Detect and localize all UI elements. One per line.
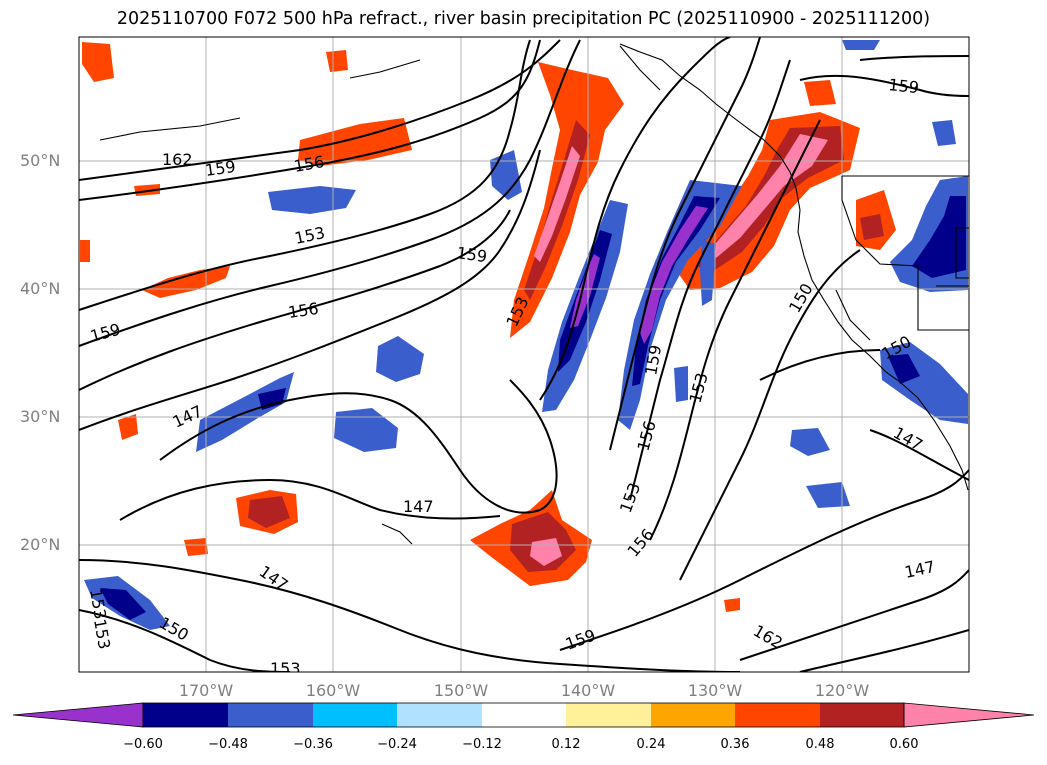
plot-frame xyxy=(78,36,970,673)
colorbar-tick-label: 0.12 xyxy=(551,737,581,752)
graticule xyxy=(79,37,969,672)
colorbar-tick-label: −0.48 xyxy=(208,737,248,752)
lat-label: 40°N xyxy=(20,279,61,298)
contour-label: 147 xyxy=(903,557,937,582)
colorbar-segment xyxy=(228,703,313,727)
colorbar-segment xyxy=(313,703,397,727)
colorbar-tick-label: −0.24 xyxy=(377,737,417,752)
lon-label: 130°W xyxy=(687,681,743,700)
lat-label: 20°N xyxy=(20,535,61,554)
contour-label: 153 xyxy=(270,659,301,678)
colorbar-segment xyxy=(566,703,651,727)
colorbar-tick-label: 0.36 xyxy=(720,737,750,752)
contour-label: 159 xyxy=(204,157,237,180)
precip-shading xyxy=(80,40,968,630)
contour-label: 153 xyxy=(616,480,644,515)
contour-label: 159 xyxy=(563,625,598,653)
coastlines xyxy=(99,43,969,545)
colorbar-segment xyxy=(651,703,735,727)
contour-label: 150 xyxy=(785,280,817,316)
contour-label: 147 xyxy=(403,497,434,516)
lat-label: 50°N xyxy=(20,151,61,170)
lon-label: 170°W xyxy=(178,681,234,700)
contour-label: 159 xyxy=(88,320,122,346)
contour-label: 159 xyxy=(455,243,488,266)
colorbar-tick-label: −0.60 xyxy=(123,737,163,752)
contour-label: 162 xyxy=(162,150,193,169)
colorbar-tick-label: −0.36 xyxy=(293,737,333,752)
contour-label: 162 xyxy=(750,621,786,653)
map-title: 2025110700 F072 500 hPa refract., river … xyxy=(116,9,931,29)
contour-label: 153 xyxy=(686,371,712,405)
lon-label: 150°W xyxy=(433,681,489,700)
contour-label: 153 xyxy=(86,587,110,620)
colorbar-tick-label: −0.12 xyxy=(462,737,502,752)
colorbar-segment xyxy=(735,703,820,727)
contour-label: 156 xyxy=(287,299,320,322)
refractivity-contours xyxy=(79,37,969,672)
contour-label: 147 xyxy=(890,423,926,455)
lon-label: 120°W xyxy=(814,681,870,700)
colorbar-tick-label: 0.60 xyxy=(889,737,919,752)
contour-label: 159 xyxy=(888,75,920,97)
colorbar-extend-min xyxy=(12,702,144,728)
colorbar-tick-label: 0.48 xyxy=(805,737,835,752)
lon-label: 160°W xyxy=(305,681,361,700)
colorbar-segment xyxy=(397,703,482,727)
contour-label: 153 xyxy=(90,617,114,650)
colorbar-segment xyxy=(820,703,904,727)
contour-label: 156 xyxy=(624,525,658,561)
colorbar-tick-label: 0.24 xyxy=(636,737,666,752)
colorbar-segment xyxy=(482,703,566,727)
colorbar-segment xyxy=(143,703,228,727)
contour-label: 156 xyxy=(292,152,325,176)
colorbar xyxy=(12,702,1035,728)
lat-label: 30°N xyxy=(20,407,61,426)
contour-label: 156 xyxy=(634,419,660,453)
lon-label: 140°W xyxy=(560,681,616,700)
colorbar-extend-max xyxy=(903,702,1035,728)
